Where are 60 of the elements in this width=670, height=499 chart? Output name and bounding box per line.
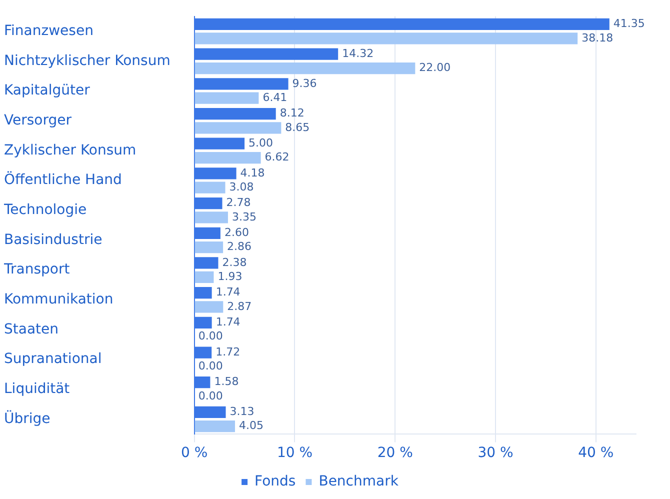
data-label: 5.00 xyxy=(248,136,274,150)
x-tick-label: 0 % xyxy=(181,445,208,462)
y-tick-label: Basisindustrie xyxy=(4,232,102,248)
data-label: 38.18 xyxy=(582,31,614,44)
y-tick-label: Staaten xyxy=(4,321,59,338)
bar xyxy=(194,301,224,313)
bar xyxy=(194,62,416,74)
y-tick-label: Zyklischer Konsum xyxy=(4,142,136,158)
data-label: 22.00 xyxy=(419,61,451,74)
bar xyxy=(194,420,236,432)
data-label: 0.00 xyxy=(198,330,223,343)
data-label: 0.00 xyxy=(198,389,223,402)
x-tick-label: 20 % xyxy=(377,445,413,462)
legend-label: Fonds xyxy=(254,474,296,490)
data-label: 6.62 xyxy=(264,150,290,164)
y-tick-label: Supranational xyxy=(4,351,102,368)
data-label: 3.08 xyxy=(229,180,254,194)
y-tick-label: Nichtzyklischer Konsum xyxy=(4,52,170,69)
data-label: 2.86 xyxy=(227,240,252,254)
y-tick-label: Öffentliche Hand xyxy=(4,171,122,188)
y-tick-label: Liquidität xyxy=(4,381,70,398)
y-tick-label: Finanzwesen xyxy=(4,22,94,39)
data-label: 41.35 xyxy=(613,17,645,30)
data-label: 1.74 xyxy=(216,316,240,329)
data-label: 1.93 xyxy=(218,270,242,284)
data-label: 1.74 xyxy=(216,286,240,299)
data-label: 3.35 xyxy=(232,210,256,224)
y-tick-label: Technologie xyxy=(3,202,87,218)
data-label: 2.78 xyxy=(226,196,251,210)
y-tick-label: Transport xyxy=(3,262,70,278)
x-tick-label: 10 % xyxy=(276,445,313,462)
bar xyxy=(194,182,226,194)
data-label: 4.18 xyxy=(240,166,265,180)
data-label: 2.87 xyxy=(227,300,252,313)
y-tick-label: Versorger xyxy=(4,112,72,128)
bar xyxy=(194,152,261,164)
data-label: 8.12 xyxy=(280,106,304,120)
x-tick-label: 30 % xyxy=(478,445,514,462)
data-label: 2.38 xyxy=(222,256,247,269)
data-label: 4.05 xyxy=(239,419,264,432)
bar xyxy=(194,32,578,44)
bar xyxy=(194,241,224,254)
data-label: 14.32 xyxy=(342,46,374,60)
y-tick-label: Kapitalgüter xyxy=(4,82,90,99)
y-tick-label: Übrige xyxy=(4,410,50,427)
y-tick-label: Kommunikation xyxy=(4,292,114,308)
legend-label: Benchmark xyxy=(318,474,400,490)
data-label: 1.58 xyxy=(214,375,239,388)
bar xyxy=(194,92,259,104)
data-label: 9.36 xyxy=(292,76,317,90)
data-label: 8.65 xyxy=(285,120,310,134)
bar xyxy=(194,271,214,283)
data-label: 0.00 xyxy=(198,360,223,373)
data-label: 1.72 xyxy=(216,345,240,358)
data-label: 2.60 xyxy=(224,226,249,239)
bar xyxy=(194,122,282,134)
bar xyxy=(194,212,228,224)
x-tick-label: 40 % xyxy=(578,445,614,462)
data-label: 6.41 xyxy=(262,90,288,104)
data-label: 3.13 xyxy=(230,405,254,418)
